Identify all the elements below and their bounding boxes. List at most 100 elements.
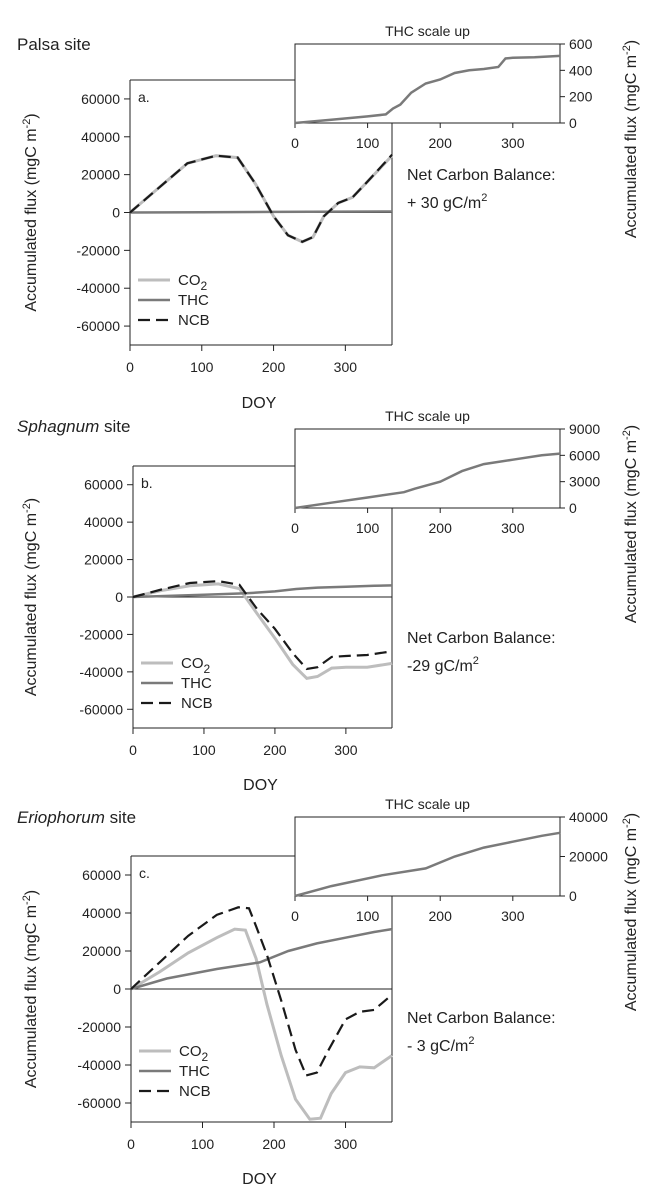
inset-y-tick-label: 0 <box>569 888 577 904</box>
inset-y-axis-label-close: ) <box>623 40 640 45</box>
legend-label-thc: THC <box>179 1063 210 1080</box>
y-tick-label: 60000 <box>81 91 120 107</box>
y-axis-label-sup: -2 <box>21 503 33 513</box>
inset-y-axis-label: Accumulated flux (mgC m-2) <box>621 813 640 1011</box>
net-balance-label: Net Carbon Balance: <box>407 167 556 184</box>
inset-x-tick-label: 100 <box>356 520 380 536</box>
net-balance-value: -29 gC/m2 <box>407 655 479 675</box>
x-tick-label: 100 <box>192 742 216 758</box>
x-axis-label: DOY <box>242 395 277 412</box>
inset-chart: THC scale up0 100 200 3000300060009000Accum… <box>291 408 640 623</box>
legend-label-text: CO <box>178 272 201 289</box>
series-line-ncb <box>130 906 393 1077</box>
inset-x-tick-label: 100 <box>356 908 380 924</box>
legend-label-ncb: NCB <box>178 312 210 329</box>
y-tick-label: -20000 <box>76 242 120 258</box>
inset-y-axis-label-sup: -2 <box>621 818 633 828</box>
y-tick-label: 60000 <box>84 477 123 493</box>
net-balance-value-text: - 3 gC/m <box>407 1038 468 1055</box>
x-tick-label: 300 <box>334 1136 358 1152</box>
x-tick-label: 300 <box>334 742 358 758</box>
inset-y-tick-label: 40000 <box>569 809 608 825</box>
panel-letter: a. <box>138 89 150 105</box>
inset-x-tick-label: 300 <box>501 908 525 924</box>
net-balance-value-sup: 2 <box>473 655 479 667</box>
net-balance-value: - 3 gC/m2 <box>407 1035 474 1055</box>
inset-series-line-thc <box>294 54 561 125</box>
series-line-co2 <box>129 154 394 244</box>
inset-x-tick-label: 100 <box>356 135 380 151</box>
series-line-co2 <box>130 927 393 1121</box>
y-tick-label: -20000 <box>79 626 123 642</box>
inset-y-axis-label-close: ) <box>623 813 640 818</box>
chart-panel-3: Eriophorum site6000040000200000-20000-40… <box>17 796 640 1187</box>
legend-label-co2: CO2 <box>181 655 211 676</box>
y-tick-label: 60000 <box>82 867 121 883</box>
net-balance-value-text: + 30 gC/m <box>407 195 481 212</box>
inset-y-axis-label-sup: -2 <box>621 430 633 440</box>
inset-y-axis-label: Accumulated flux (mgC m-2) <box>621 425 640 623</box>
y-tick-label: 0 <box>113 981 121 997</box>
x-tick-label: 100 <box>191 1136 215 1152</box>
x-axis-label: DOY <box>242 1171 277 1187</box>
inset-y-axis-label-sup: -2 <box>621 45 633 55</box>
y-tick-label: -40000 <box>77 1057 121 1073</box>
legend-label-sub: 2 <box>201 279 208 293</box>
net-balance-label: Net Carbon Balance: <box>407 1010 556 1027</box>
legend-label-text: NCB <box>179 1083 211 1100</box>
series-line-ncb <box>132 579 393 671</box>
inset-x-tick-label: 300 <box>501 135 525 151</box>
net-balance-value-text: -29 gC/m <box>407 658 473 675</box>
y-tick-label: 20000 <box>82 943 121 959</box>
inset-x-tick-label: 0 <box>291 520 299 536</box>
inset-x-tick-label: 200 <box>429 520 453 536</box>
inset-y-axis-label-text: Accumulated flux (mgC m <box>623 828 640 1011</box>
x-tick-label: 0 <box>126 359 134 375</box>
inset-y-tick-label: 20000 <box>569 849 608 865</box>
y-tick-label: 40000 <box>84 514 123 530</box>
y-tick-label: -40000 <box>79 664 123 680</box>
inset-x-tick-label: 0 <box>291 135 299 151</box>
y-tick-label: 40000 <box>82 905 121 921</box>
y-axis-label-close: ) <box>23 498 40 503</box>
x-tick-label: 0 <box>129 742 137 758</box>
x-tick-label: 200 <box>262 359 286 375</box>
x-tick-label: 0 <box>127 1136 135 1152</box>
inset-title: THC scale up <box>385 796 470 812</box>
site-title-rest: site <box>99 417 130 436</box>
inset-series-line-thc <box>294 452 561 510</box>
inset-frame <box>294 816 561 897</box>
legend-label-thc: THC <box>178 292 209 309</box>
y-tick-label: -20000 <box>77 1019 121 1035</box>
inset-y-tick-label: 0 <box>569 115 577 131</box>
inset-y-axis-label-text: Accumulated flux (mgC m <box>623 440 640 623</box>
y-tick-label: -40000 <box>76 280 120 296</box>
inset-title: THC scale up <box>385 23 470 39</box>
series-line-thc <box>132 584 393 599</box>
inset-y-tick-label: 6000 <box>569 447 600 463</box>
inset-chart: THC scale up 0 100 200 300 0 20000 40000 Accumul… <box>291 796 640 1011</box>
legend-label-co2: CO2 <box>179 1043 209 1064</box>
y-axis-label-sup: -2 <box>21 895 33 905</box>
net-balance-value: + 30 gC/m2 <box>407 192 487 212</box>
inset-frame <box>294 428 561 509</box>
legend-label-text: THC <box>179 1063 210 1080</box>
y-tick-label: 20000 <box>81 167 120 183</box>
legend-label-ncb: NCB <box>181 695 213 712</box>
y-axis-label-text: Accumulated flux (mgC m <box>23 513 40 696</box>
net-balance-value-sup: 2 <box>468 1035 474 1047</box>
legend-label-sub: 2 <box>204 662 211 676</box>
y-axis-label-sup: -2 <box>21 119 33 129</box>
y-axis-label: Accumulated flux (mgC m-2) <box>21 113 40 311</box>
y-axis-label-close: ) <box>23 113 40 118</box>
legend-label-text: CO <box>181 655 204 672</box>
x-tick-label: 200 <box>262 1136 286 1152</box>
x-tick-label: 100 <box>190 359 214 375</box>
y-axis-label: Accumulated flux (mgC m-2) <box>21 890 40 1088</box>
legend-label-co2: CO2 <box>178 272 208 293</box>
inset-y-tick-label: 400 <box>569 62 593 78</box>
legend-label-sub: 2 <box>202 1050 209 1064</box>
x-axis-label: DOY <box>243 777 278 794</box>
panel-letter: b. <box>141 475 153 491</box>
